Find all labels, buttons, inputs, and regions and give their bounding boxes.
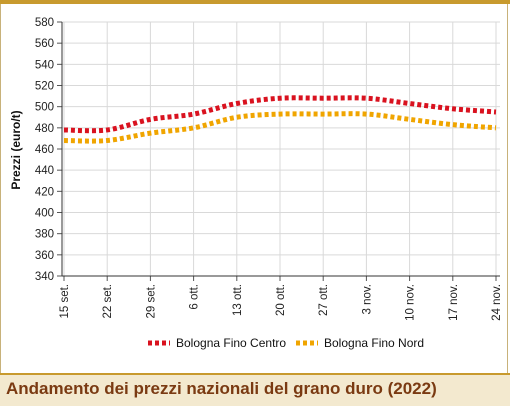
y-tick-label: 500 — [35, 102, 54, 114]
y-tick-label: 400 — [35, 208, 54, 220]
y-tick-label: 340 — [35, 271, 54, 283]
x-tick-label: 3 nov. — [361, 284, 373, 314]
legend-label-2: Bologna Fino Nord — [324, 336, 424, 350]
series-lines — [63, 95, 497, 144]
chart-caption: Andamento dei prezzi nazionali del grano… — [6, 379, 437, 398]
y-tick-label: 380 — [35, 229, 54, 241]
y-tick-label: 560 — [35, 38, 54, 50]
x-tick-label: 20 ott. — [275, 284, 287, 316]
legend-item-1: Bologna Fino Centro — [148, 336, 286, 350]
x-tick-label: 27 ott. — [318, 284, 330, 316]
top-rule — [0, 0, 510, 4]
y-tick-label: 480 — [35, 123, 54, 135]
caption-bar: Andamento dei prezzi nazionali del grano… — [0, 373, 510, 406]
x-tick-label: 13 ott. — [232, 284, 244, 316]
x-tick-label: 10 nov. — [405, 284, 417, 321]
y-tick-label: 460 — [35, 144, 54, 156]
x-tick-label: 29 set. — [145, 284, 157, 319]
y-tick-label: 440 — [35, 165, 54, 177]
legend-item-2: Bologna Fino Nord — [296, 336, 424, 350]
y-tick-label: 520 — [35, 81, 54, 93]
x-tick-label: 6 ott. — [189, 284, 201, 310]
y-tick-label: 580 — [35, 17, 54, 29]
x-tick-label: 17 nov. — [448, 284, 460, 321]
grid-lines — [62, 21, 500, 277]
y-tick-label: 540 — [35, 59, 54, 71]
y-axis-title: Prezzi (euro/t) — [9, 110, 23, 189]
y-tick-label: 420 — [35, 186, 54, 198]
legend-label-1: Bologna Fino Centro — [176, 336, 286, 350]
x-tick-label: 24 nov. — [491, 284, 503, 321]
y-tick-labels: 340 360 380 400 420 440 460 480 500 520 540 560 580 — [35, 17, 54, 283]
x-tick-labels: 15 set. 22 set. 29 set. 6 ott. 13 ott. 20 ott… — [59, 284, 503, 321]
x-tick-label: 15 set. — [59, 284, 71, 319]
line-chart: 340360380400420440460480500520540560580 … — [9, 17, 503, 350]
axes — [57, 21, 500, 281]
legend: Bologna Fino Centro Bologna Fino Nord — [148, 336, 424, 350]
x-tick-label: 22 set. — [102, 284, 114, 319]
y-tick-label: 360 — [35, 250, 54, 262]
